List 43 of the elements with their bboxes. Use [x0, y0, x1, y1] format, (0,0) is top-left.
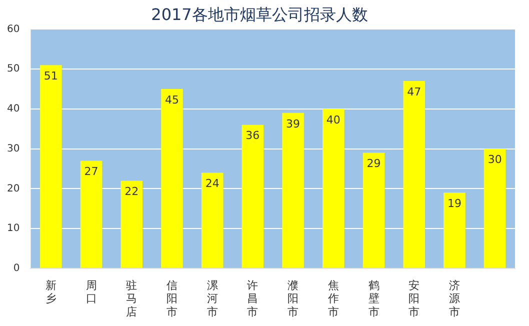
- data-label: 45: [164, 93, 179, 106]
- x-tick-label: 济源市: [448, 278, 460, 318]
- data-label: 27: [84, 165, 98, 178]
- x-tick-label: 漯河市: [206, 278, 218, 318]
- bar: [161, 89, 183, 268]
- y-tick-label: 20: [6, 183, 20, 194]
- x-tick-label: 焦作市: [326, 278, 339, 318]
- data-label: 19: [447, 197, 462, 210]
- y-tick-label: 40: [6, 104, 20, 115]
- bar: [242, 124, 264, 268]
- data-label: 40: [326, 113, 340, 126]
- bar: [322, 108, 344, 268]
- y-tick-label: 60: [6, 24, 20, 35]
- data-label: 22: [124, 185, 139, 198]
- data-label: 30: [488, 153, 502, 166]
- y-tick-label: 0: [13, 262, 20, 274]
- bar: [444, 192, 466, 268]
- bar: [40, 65, 62, 268]
- x-tick-label: 新乡: [45, 278, 56, 306]
- bar: [403, 81, 426, 268]
- data-label: 24: [205, 177, 220, 190]
- bar: [80, 160, 102, 268]
- chart-title: 2017各地市烟草公司招录人数: [151, 4, 368, 24]
- bar: [362, 152, 385, 268]
- bar: [120, 180, 143, 268]
- x-tick-label: 濮阳市: [288, 278, 299, 318]
- x-tick-label: 驻马店: [126, 278, 138, 318]
- data-label: 39: [286, 117, 300, 130]
- data-label: 47: [407, 85, 422, 98]
- x-tick-label: 安阳市: [408, 278, 420, 318]
- data-label: 36: [246, 129, 260, 142]
- x-tick-label: 信阳市: [166, 278, 178, 318]
- y-tick-label: 10: [6, 223, 20, 234]
- bar: [282, 112, 304, 268]
- bar: [201, 172, 224, 268]
- data-label: 51: [44, 69, 58, 82]
- x-tick-label: 鹤壁市: [368, 278, 380, 318]
- bar: [484, 148, 506, 268]
- y-tick-label: 50: [6, 64, 20, 75]
- data-label: 29: [366, 157, 381, 170]
- x-tick-label: 许昌市: [247, 278, 258, 318]
- y-tick-label: 30: [6, 143, 20, 154]
- x-tick-label: 周口: [86, 278, 97, 306]
